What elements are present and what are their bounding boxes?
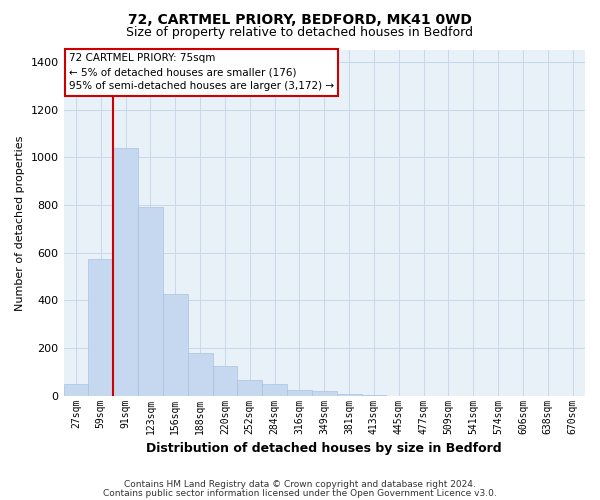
Bar bbox=[312, 391, 337, 396]
Bar bbox=[163, 294, 188, 396]
Bar bbox=[337, 394, 362, 396]
Bar bbox=[188, 352, 212, 396]
Bar bbox=[362, 395, 386, 396]
Bar bbox=[238, 380, 262, 396]
Text: Contains HM Land Registry data © Crown copyright and database right 2024.: Contains HM Land Registry data © Crown c… bbox=[124, 480, 476, 489]
Text: 72 CARTMEL PRIORY: 75sqm
← 5% of detached houses are smaller (176)
95% of semi-d: 72 CARTMEL PRIORY: 75sqm ← 5% of detache… bbox=[69, 54, 334, 92]
Y-axis label: Number of detached properties: Number of detached properties bbox=[15, 135, 25, 310]
Bar bbox=[64, 384, 88, 396]
Bar bbox=[287, 390, 312, 396]
Text: 72, CARTMEL PRIORY, BEDFORD, MK41 0WD: 72, CARTMEL PRIORY, BEDFORD, MK41 0WD bbox=[128, 12, 472, 26]
Bar bbox=[88, 258, 113, 396]
Text: Size of property relative to detached houses in Bedford: Size of property relative to detached ho… bbox=[127, 26, 473, 39]
Bar bbox=[262, 384, 287, 396]
Bar bbox=[113, 148, 138, 396]
Text: Contains public sector information licensed under the Open Government Licence v3: Contains public sector information licen… bbox=[103, 488, 497, 498]
Bar bbox=[212, 366, 238, 396]
Bar bbox=[138, 208, 163, 396]
X-axis label: Distribution of detached houses by size in Bedford: Distribution of detached houses by size … bbox=[146, 442, 502, 455]
